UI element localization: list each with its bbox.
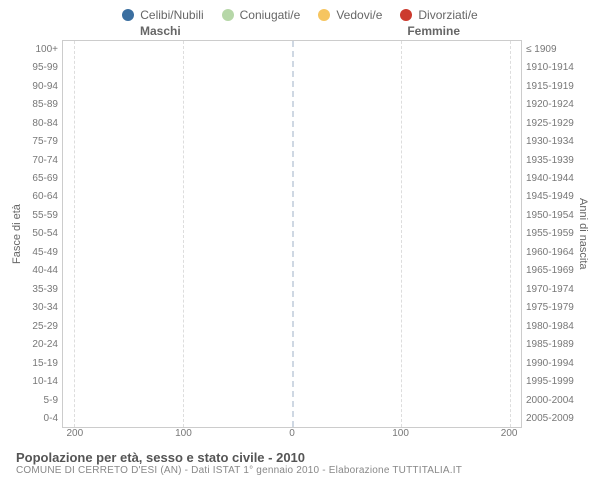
male-title: Maschi: [140, 24, 181, 38]
birth-label: 1965-1969: [526, 262, 576, 280]
birth-label: 1945-1949: [526, 188, 576, 206]
x-tick: 200: [501, 428, 518, 439]
age-label: 60-64: [24, 188, 58, 206]
y-axis-left-title: Fasce di età: [10, 40, 24, 428]
birth-label: 1930-1934: [526, 132, 576, 150]
age-label: 75-79: [24, 132, 58, 150]
gridline: [183, 41, 184, 427]
age-label: 90-94: [24, 77, 58, 95]
birth-label: 1960-1964: [526, 243, 576, 261]
gridline: [510, 41, 511, 427]
birth-label: 1995-1999: [526, 372, 576, 390]
legend-label: Coniugati/e: [240, 8, 301, 22]
x-axis: 200 100 0 100 200: [64, 428, 520, 444]
gridline: [74, 41, 75, 427]
birth-label: ≤ 1909: [526, 40, 576, 58]
birth-label: 1915-1919: [526, 77, 576, 95]
x-tick: 200: [67, 428, 84, 439]
birth-label: 1970-1974: [526, 280, 576, 298]
birth-label: 1955-1959: [526, 225, 576, 243]
legend-item: Divorziati/e: [400, 8, 477, 22]
legend: Celibi/Nubili Coniugati/e Vedovi/e Divorzia…: [10, 8, 590, 22]
age-label: 40-44: [24, 262, 58, 280]
age-label: 65-69: [24, 169, 58, 187]
x-tick: 0: [289, 428, 295, 439]
age-label: 35-39: [24, 280, 58, 298]
age-label: 80-84: [24, 114, 58, 132]
legend-dot: [222, 9, 234, 21]
birth-label: 1950-1954: [526, 206, 576, 224]
age-label: 70-74: [24, 151, 58, 169]
age-label: 45-49: [24, 243, 58, 261]
birth-label: 1980-1984: [526, 317, 576, 335]
plot-area: [62, 40, 522, 428]
female-title: Femmine: [407, 24, 460, 38]
birth-label: 1985-1989: [526, 336, 576, 354]
legend-label: Vedovi/e: [336, 8, 382, 22]
age-label: 15-19: [24, 354, 58, 372]
age-label: 0-4: [24, 409, 58, 427]
age-label: 20-24: [24, 336, 58, 354]
birth-label: 1975-1979: [526, 299, 576, 317]
center-line: [292, 41, 294, 427]
legend-item: Vedovi/e: [318, 8, 382, 22]
legend-label: Divorziati/e: [418, 8, 477, 22]
caption: Popolazione per età, sesso e stato civil…: [16, 450, 590, 476]
birth-label: 1940-1944: [526, 169, 576, 187]
birth-label: 1920-1924: [526, 95, 576, 113]
side-titles: Maschi Femmine: [10, 24, 590, 40]
age-labels: 100+95-9990-9485-8980-8475-7970-7465-696…: [24, 40, 62, 428]
birth-labels: ≤ 19091910-19141915-19191920-19241925-19…: [522, 40, 576, 428]
birth-label: 1925-1929: [526, 114, 576, 132]
legend-dot: [400, 9, 412, 21]
age-label: 85-89: [24, 95, 58, 113]
age-label: 95-99: [24, 58, 58, 76]
birth-label: 1910-1914: [526, 58, 576, 76]
age-label: 100+: [24, 40, 58, 58]
birth-label: 2005-2009: [526, 409, 576, 427]
age-label: 10-14: [24, 372, 58, 390]
y-axis-right-title: Anni di nascita: [576, 40, 590, 428]
caption-sub: COMUNE DI CERRETO D'ESI (AN) - Dati ISTA…: [16, 465, 590, 476]
age-label: 5-9: [24, 391, 58, 409]
age-label: 55-59: [24, 206, 58, 224]
chart-container: Celibi/Nubili Coniugati/e Vedovi/e Divorzia…: [0, 0, 600, 500]
caption-title: Popolazione per età, sesso e stato civil…: [16, 450, 590, 465]
x-tick: 100: [392, 428, 409, 439]
birth-label: 1990-1994: [526, 354, 576, 372]
birth-label: 2000-2004: [526, 391, 576, 409]
age-label: 30-34: [24, 299, 58, 317]
legend-dot: [122, 9, 134, 21]
chart-area: Fasce di età 100+95-9990-9485-8980-8475-…: [10, 40, 590, 428]
age-label: 50-54: [24, 225, 58, 243]
gridline: [401, 41, 402, 427]
legend-dot: [318, 9, 330, 21]
birth-label: 1935-1939: [526, 151, 576, 169]
legend-item: Celibi/Nubili: [122, 8, 203, 22]
x-tick: 100: [175, 428, 192, 439]
age-label: 25-29: [24, 317, 58, 335]
legend-label: Celibi/Nubili: [140, 8, 203, 22]
legend-item: Coniugati/e: [222, 8, 301, 22]
